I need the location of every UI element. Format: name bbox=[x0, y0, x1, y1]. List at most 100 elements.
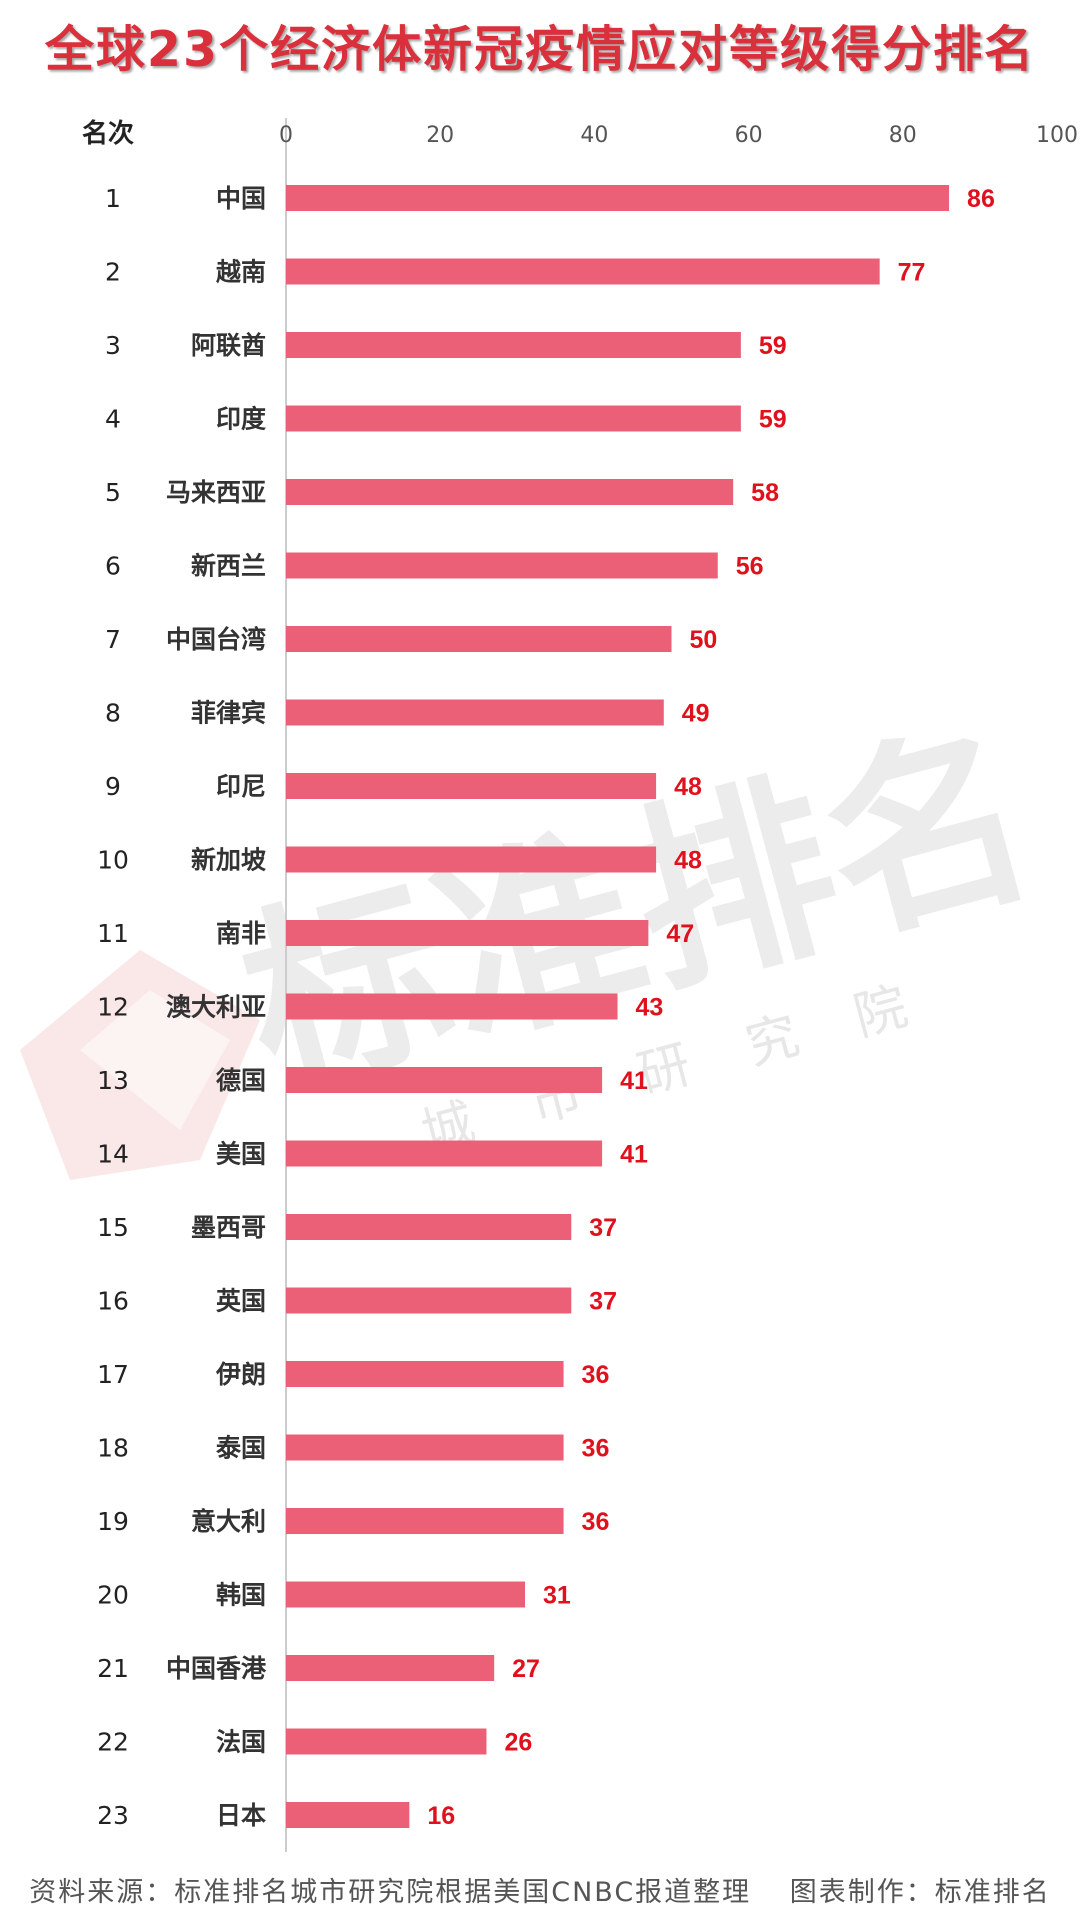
value-label: 37 bbox=[589, 1288, 617, 1316]
category-label: 南非 bbox=[216, 919, 266, 948]
value-label: 41 bbox=[620, 1067, 648, 1095]
rank-label: 1 bbox=[105, 184, 121, 213]
rank-label: 11 bbox=[97, 919, 129, 948]
bar bbox=[286, 1728, 487, 1755]
bar bbox=[286, 920, 649, 946]
value-label: 59 bbox=[759, 406, 787, 434]
value-label: 47 bbox=[666, 920, 694, 948]
value-label: 36 bbox=[582, 1435, 610, 1463]
footer: 资料来源：标准排名城市研究院根据美国CNBC报道整理 图表制作：标准排名 bbox=[0, 1870, 1080, 1909]
rank-label: 8 bbox=[105, 699, 121, 728]
rank-label: 22 bbox=[97, 1728, 129, 1757]
category-label: 越南 bbox=[216, 258, 266, 287]
category-label: 日本 bbox=[216, 1801, 266, 1830]
bar bbox=[286, 1214, 572, 1240]
x-tick-label: 60 bbox=[735, 123, 763, 148]
x-tick-label: 100 bbox=[1036, 123, 1078, 148]
rank-label: 5 bbox=[105, 478, 121, 507]
value-label: 49 bbox=[682, 700, 710, 728]
bar bbox=[286, 993, 618, 1020]
bar bbox=[286, 1655, 495, 1681]
value-label: 36 bbox=[582, 1361, 610, 1389]
rank-label: 10 bbox=[97, 846, 129, 875]
bar bbox=[286, 773, 657, 799]
x-tick-label: 40 bbox=[580, 123, 608, 148]
bar bbox=[286, 1361, 564, 1387]
value-label: 56 bbox=[736, 553, 764, 581]
credit-note: 图表制作：标准排名 bbox=[789, 1877, 1051, 1908]
category-label: 阿联酋 bbox=[191, 331, 266, 360]
category-label: 意大利 bbox=[191, 1507, 266, 1536]
rank-label: 15 bbox=[97, 1213, 129, 1242]
value-label: 43 bbox=[636, 994, 664, 1022]
x-tick-label: 80 bbox=[889, 123, 917, 148]
value-label: 26 bbox=[504, 1729, 532, 1757]
value-label: 48 bbox=[674, 773, 702, 801]
bar bbox=[286, 552, 718, 579]
category-label: 德国 bbox=[216, 1066, 266, 1095]
category-label: 墨西哥 bbox=[191, 1213, 266, 1242]
category-label: 菲律宾 bbox=[191, 699, 266, 728]
category-label: 法国 bbox=[216, 1728, 266, 1757]
category-label: 印尼 bbox=[216, 772, 266, 801]
value-label: 58 bbox=[751, 479, 779, 507]
value-label: 86 bbox=[967, 185, 995, 213]
category-label: 新西兰 bbox=[191, 552, 266, 581]
category-label: 泰国 bbox=[216, 1434, 266, 1463]
bar bbox=[286, 626, 672, 652]
bar bbox=[286, 1581, 526, 1608]
bar bbox=[286, 1287, 572, 1314]
bar bbox=[286, 1067, 603, 1093]
bar bbox=[286, 699, 664, 726]
x-axis-ticks: 0 20 40 60 80 100 bbox=[279, 123, 1078, 148]
rank-label: 23 bbox=[97, 1801, 129, 1830]
bar bbox=[286, 1802, 410, 1828]
category-label: 中国香港 bbox=[166, 1654, 267, 1683]
bar bbox=[286, 479, 734, 505]
category-label: 伊朗 bbox=[215, 1360, 266, 1389]
value-label: 37 bbox=[589, 1214, 617, 1242]
bar bbox=[286, 846, 657, 873]
x-tick-label: 20 bbox=[426, 123, 454, 148]
rank-label: 16 bbox=[97, 1287, 129, 1316]
rank-header: 名次 bbox=[82, 118, 134, 149]
rank-label: 9 bbox=[105, 772, 121, 801]
rank-label: 21 bbox=[97, 1654, 129, 1683]
category-label: 美国 bbox=[216, 1140, 266, 1169]
category-label: 英国 bbox=[216, 1287, 266, 1316]
bar bbox=[286, 1434, 564, 1461]
source-note: 资料来源：标准排名城市研究院根据美国CNBC报道整理 bbox=[29, 1877, 752, 1908]
bar bbox=[286, 405, 741, 432]
rank-label: 2 bbox=[105, 258, 121, 287]
x-tick-label: 0 bbox=[279, 123, 293, 148]
rank-label: 18 bbox=[97, 1434, 129, 1463]
category-label: 中国台湾 bbox=[166, 625, 266, 654]
rank-label: 6 bbox=[105, 552, 121, 581]
rank-label: 3 bbox=[105, 331, 121, 360]
rank-label: 14 bbox=[97, 1140, 129, 1169]
bar-chart: 名次 0 20 40 60 80 100 1 中国 862 越南 773 阿联酋 594 印度 595 马来… bbox=[82, 118, 1078, 1852]
bar-rows: 1 中国 86 2 越南 77 3 阿联酋 59 4 印度 59 5 马来西亚 58 6 新西兰 56 7 中国台湾 5… bbox=[97, 184, 995, 1830]
value-label: 59 bbox=[759, 332, 787, 360]
value-label: 31 bbox=[543, 1582, 571, 1610]
category-label: 马来西亚 bbox=[166, 478, 266, 507]
bar bbox=[286, 258, 880, 285]
value-label: 48 bbox=[674, 847, 702, 875]
category-label: 印度 bbox=[216, 405, 266, 434]
bar bbox=[286, 185, 950, 211]
bar bbox=[286, 1140, 603, 1167]
rank-label: 13 bbox=[97, 1066, 129, 1095]
category-label: 韩国 bbox=[216, 1581, 266, 1610]
rank-label: 12 bbox=[97, 993, 129, 1022]
bar bbox=[286, 1508, 564, 1534]
bar bbox=[286, 332, 741, 358]
rank-label: 4 bbox=[105, 405, 121, 434]
chart-title: 全球23个经济体新冠疫情应对等级得分排名 bbox=[44, 21, 1036, 78]
value-label: 27 bbox=[512, 1655, 540, 1683]
value-label: 36 bbox=[582, 1508, 610, 1536]
value-label: 50 bbox=[690, 626, 718, 654]
rank-label: 17 bbox=[97, 1360, 129, 1389]
rank-label: 20 bbox=[97, 1581, 129, 1610]
value-label: 41 bbox=[620, 1141, 648, 1169]
category-label: 澳大利亚 bbox=[166, 993, 266, 1022]
